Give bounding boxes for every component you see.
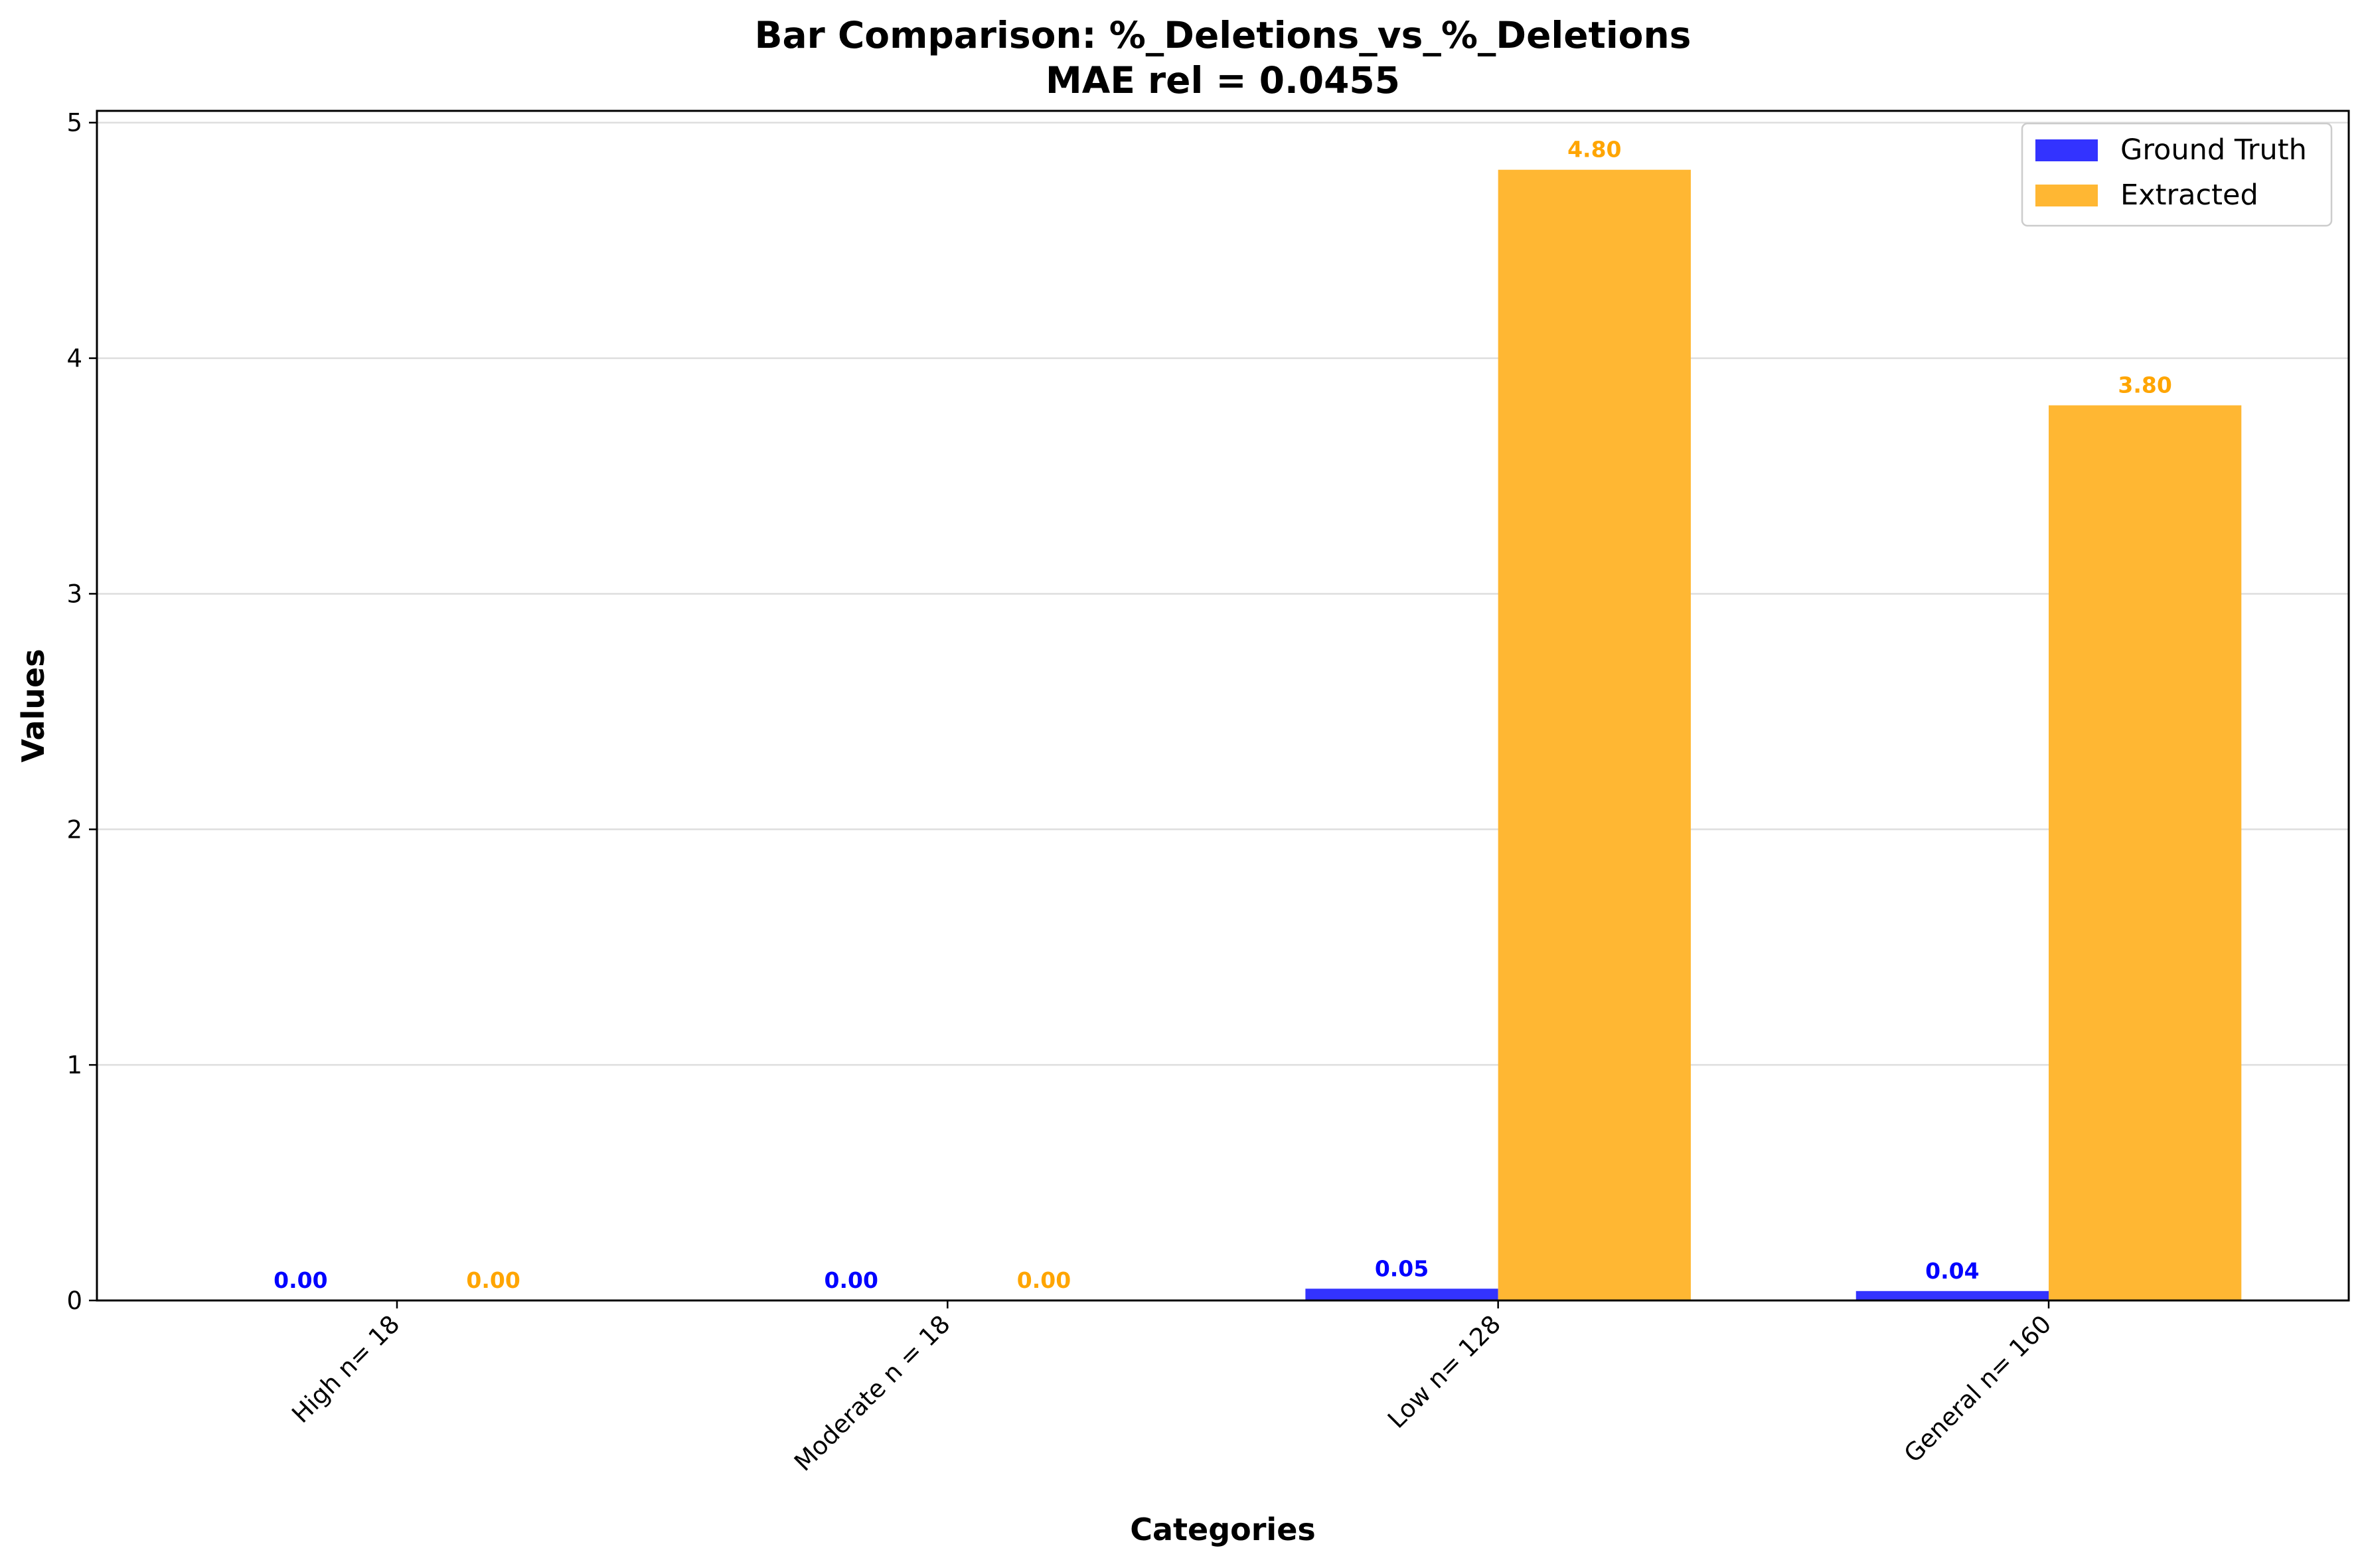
y-tick-label: 2 [66,815,82,844]
bar-extracted [2049,405,2242,1300]
bar-value-label: 0.05 [1375,1255,1429,1281]
y-tick-label: 0 [66,1287,82,1315]
y-tick-label: 5 [66,109,82,137]
bar-value-label: 0.00 [824,1267,878,1293]
plot-frame [96,110,2350,1302]
y-tick-label: 1 [66,1051,82,1079]
legend-label: Ground Truth [2120,133,2307,167]
data-labels: 0.00 0.00 0.05 0.04 0.00 0.00 4.80 3.80 [274,137,2172,1293]
y-tick-label: 4 [66,345,82,373]
chart-subtitle: MAE rel = 0.0455 [1046,59,1400,102]
x-tick-label: Low n= 128 [1382,1310,1506,1434]
x-tick-label: Moderate n = 18 [789,1310,956,1477]
legend-swatch [2035,185,2098,206]
y-axis-label: Values [15,649,51,762]
legend-box [2021,122,2333,227]
x-tick-label: High n= 18 [286,1310,405,1429]
bar-value-label: 0.00 [466,1267,520,1293]
x-axis-ticks: High n= 18 Moderate n = 18 Low n= 128 Gener… [286,1300,2057,1477]
x-axis-label: Categories [1130,1512,1316,1547]
legend: Ground Truth Extracted [2021,122,2333,227]
bar-value-label: 0.04 [1925,1258,1979,1284]
bars [1305,169,2242,1300]
grid-lines [97,121,2349,1066]
bar-value-label: 0.00 [1017,1267,1071,1293]
legend-swatch [2035,139,2098,161]
bar-extracted [1498,169,1691,1300]
bar-value-label: 0.00 [274,1267,327,1293]
y-tick-label: 3 [66,580,82,608]
x-tick-label: General n= 160 [1899,1310,2057,1468]
y-axis-ticks: 0 1 2 3 4 5 [66,109,97,1315]
chart-title: Bar Comparison: %_Deletions_vs_%_Deletio… [755,14,1692,56]
bar-value-label: 4.80 [1567,137,1621,163]
bar-ground-truth [1855,1291,2049,1300]
legend-label: Extracted [2120,179,2258,212]
bar-ground-truth [1305,1289,1498,1300]
bar-value-label: 3.80 [2118,372,2171,398]
